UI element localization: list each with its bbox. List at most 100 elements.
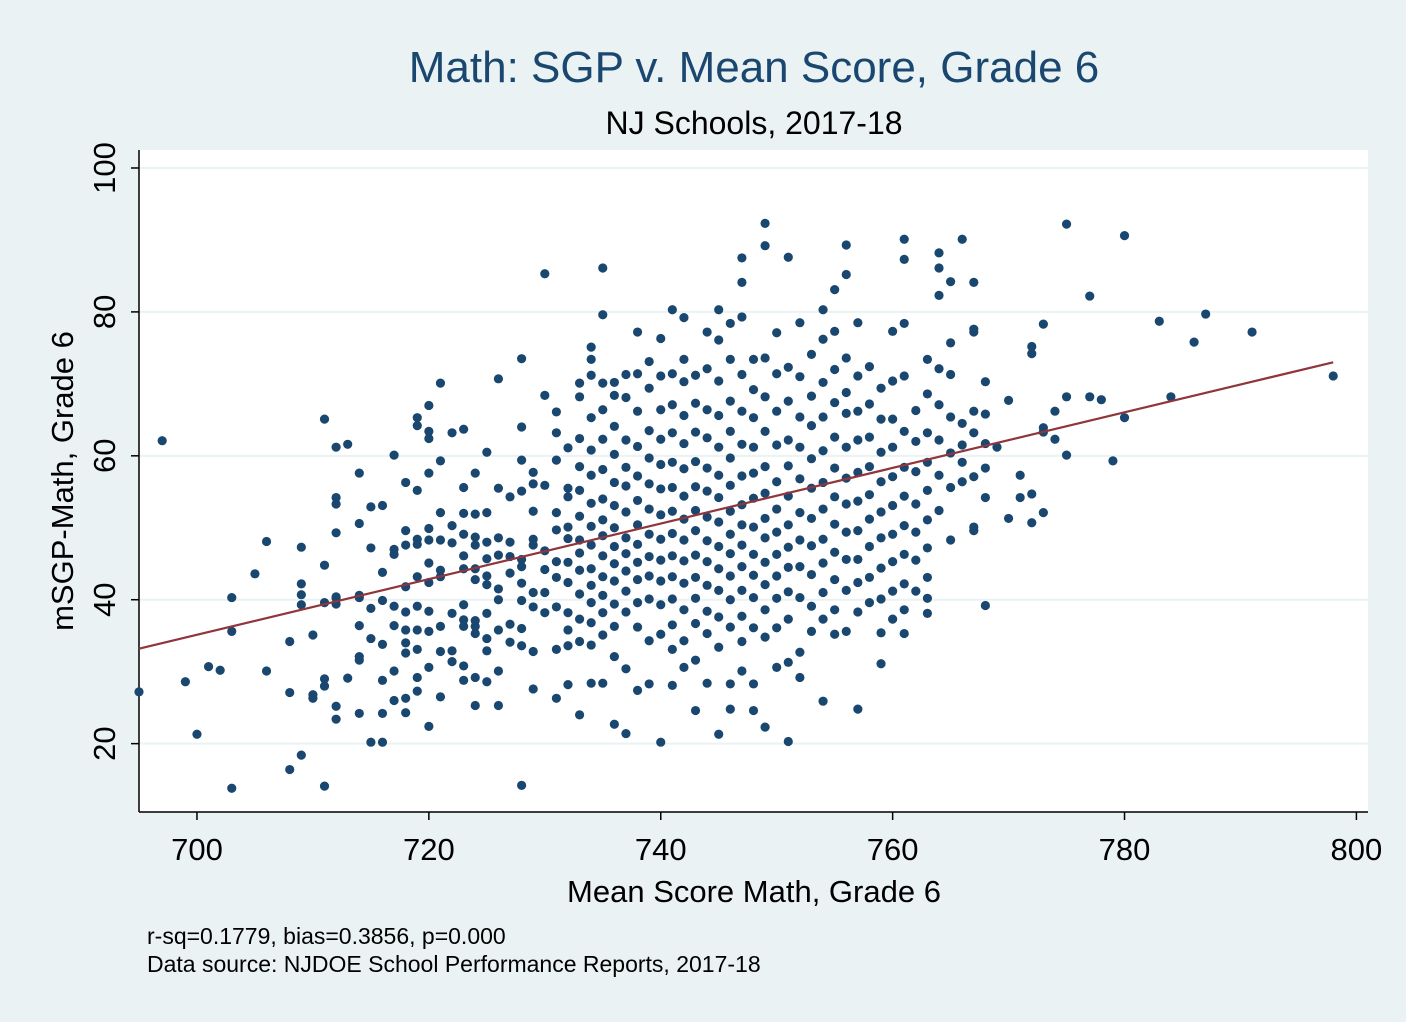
data-point	[783, 657, 793, 667]
data-point	[795, 508, 805, 518]
data-point	[702, 606, 712, 616]
data-point	[795, 442, 805, 452]
data-point	[563, 492, 573, 502]
data-point	[737, 666, 747, 676]
data-point	[528, 587, 538, 598]
data-point	[493, 483, 504, 493]
data-point	[864, 399, 875, 409]
data-point	[424, 426, 434, 436]
data-point	[772, 527, 782, 537]
data-point	[632, 441, 643, 452]
data-point	[192, 729, 202, 739]
data-point	[772, 406, 782, 416]
data-point	[366, 502, 376, 512]
data-point	[621, 607, 631, 617]
data-point	[285, 687, 295, 698]
data-point	[551, 525, 561, 535]
data-point	[830, 574, 840, 585]
data-point	[459, 615, 469, 625]
data-point	[853, 554, 863, 565]
data-point	[841, 387, 851, 398]
data-point	[783, 252, 793, 262]
data-point	[934, 505, 944, 516]
data-point	[366, 737, 376, 747]
data-point	[609, 651, 619, 662]
data-point	[946, 535, 956, 545]
data-point	[459, 508, 469, 518]
data-point	[830, 519, 840, 529]
data-point	[1027, 341, 1037, 352]
data-point	[551, 644, 561, 654]
data-point	[574, 589, 585, 599]
data-point	[377, 595, 388, 606]
data-point	[586, 470, 596, 480]
data-point	[563, 608, 573, 618]
data-point	[748, 354, 759, 364]
data-point	[447, 428, 457, 438]
data-point	[667, 680, 677, 690]
data-point	[1061, 392, 1072, 402]
data-point	[517, 641, 527, 651]
data-point	[667, 506, 677, 516]
data-point	[1154, 316, 1164, 326]
data-point	[841, 408, 851, 418]
data-point	[308, 690, 318, 700]
data-point	[505, 619, 515, 629]
data-point	[586, 370, 596, 380]
data-point	[934, 435, 944, 445]
data-point	[366, 543, 376, 553]
data-point	[296, 579, 306, 589]
data-point	[690, 427, 701, 437]
data-point	[760, 241, 770, 251]
data-point	[667, 528, 677, 539]
data-point	[366, 633, 376, 644]
data-point	[899, 254, 909, 264]
data-point	[934, 263, 944, 273]
data-point	[517, 562, 527, 572]
data-point	[714, 541, 724, 552]
data-point	[574, 511, 585, 521]
data-point	[551, 428, 561, 438]
data-point	[261, 666, 272, 676]
data-point	[760, 605, 770, 615]
data-point	[899, 628, 909, 639]
data-point	[412, 644, 422, 654]
data-point	[830, 492, 840, 502]
x-axis-label: Mean Score Math, Grade 6	[567, 874, 941, 909]
data-point	[586, 564, 596, 574]
data-point	[714, 442, 724, 452]
data-point	[922, 354, 933, 364]
data-point	[864, 514, 875, 524]
data-point	[586, 498, 596, 508]
data-point	[946, 369, 956, 380]
x-tick-label: 780	[1099, 832, 1151, 867]
data-point	[748, 442, 759, 452]
data-point	[482, 677, 492, 687]
data-point	[725, 396, 735, 406]
data-point	[644, 636, 654, 646]
data-point	[470, 509, 480, 519]
data-point	[412, 420, 422, 431]
data-point	[795, 372, 805, 382]
data-point	[702, 364, 712, 374]
data-point	[459, 661, 469, 671]
data-point	[899, 318, 909, 329]
data-point	[690, 526, 701, 536]
data-point	[760, 513, 770, 524]
data-point	[888, 414, 898, 424]
data-point	[818, 614, 828, 624]
data-point	[517, 486, 527, 496]
data-point	[470, 468, 480, 478]
data-point	[563, 557, 573, 567]
data-point	[957, 234, 967, 244]
data-point	[748, 623, 759, 633]
data-point	[714, 305, 724, 315]
data-point	[969, 526, 979, 536]
data-point	[621, 586, 631, 596]
data-point	[354, 518, 364, 529]
x-tick-label: 740	[635, 832, 687, 867]
data-point	[946, 277, 956, 287]
data-point	[621, 533, 631, 543]
data-point	[714, 729, 724, 739]
data-point	[632, 520, 643, 530]
